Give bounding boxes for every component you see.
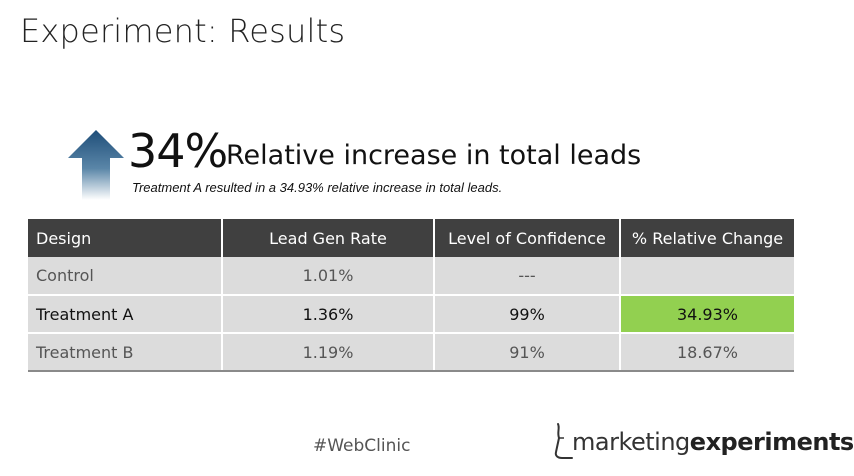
page-title: Experiment: Results: [20, 12, 346, 50]
table-row: Control 1.01% ---: [28, 257, 794, 296]
headline-label: Relative increase in total leads: [226, 140, 642, 171]
cell-change: [620, 257, 794, 296]
brand-wordmark: marketingexperiments: [572, 428, 854, 456]
cell-confidence: ---: [434, 257, 621, 296]
table-header-row: Design Lead Gen Rate Level of Confidence…: [28, 219, 794, 257]
cell-change: 18.67%: [620, 333, 794, 372]
cell-rate: 1.01%: [222, 257, 435, 296]
cell-rate: 1.19%: [222, 333, 435, 372]
header-relative-change: % Relative Change: [620, 219, 794, 257]
hashtag: #WebClinic: [313, 436, 411, 456]
brand-light: marketing: [572, 428, 690, 456]
headline: 34% Relative increase in total leads Tre…: [68, 124, 768, 200]
header-level-of-confidence: Level of Confidence: [434, 219, 621, 257]
cell-design: Control: [28, 257, 223, 296]
brand-bold: experiments: [689, 428, 854, 456]
flask-icon: [554, 423, 573, 459]
header-lead-gen-rate: Lead Gen Rate: [222, 219, 435, 257]
cell-change-highlight: 34.93%: [620, 295, 794, 334]
brand-logo: marketingexperiments: [552, 422, 854, 462]
headline-stat: 34%: [128, 124, 228, 178]
cell-confidence: 99%: [434, 295, 621, 334]
up-arrow-icon: [68, 130, 124, 200]
cell-confidence: 91%: [434, 333, 621, 372]
cell-rate: 1.36%: [222, 295, 435, 334]
headline-note: Treatment A resulted in a 34.93% relativ…: [132, 180, 503, 195]
header-design: Design: [28, 219, 223, 257]
table-row: Treatment B 1.19% 91% 18.67%: [28, 333, 794, 372]
results-table: Design Lead Gen Rate Level of Confidence…: [28, 219, 794, 372]
cell-design: Treatment B: [28, 333, 223, 372]
cell-design: Treatment A: [28, 295, 223, 334]
table-row: Treatment A 1.36% 99% 34.93%: [28, 295, 794, 334]
